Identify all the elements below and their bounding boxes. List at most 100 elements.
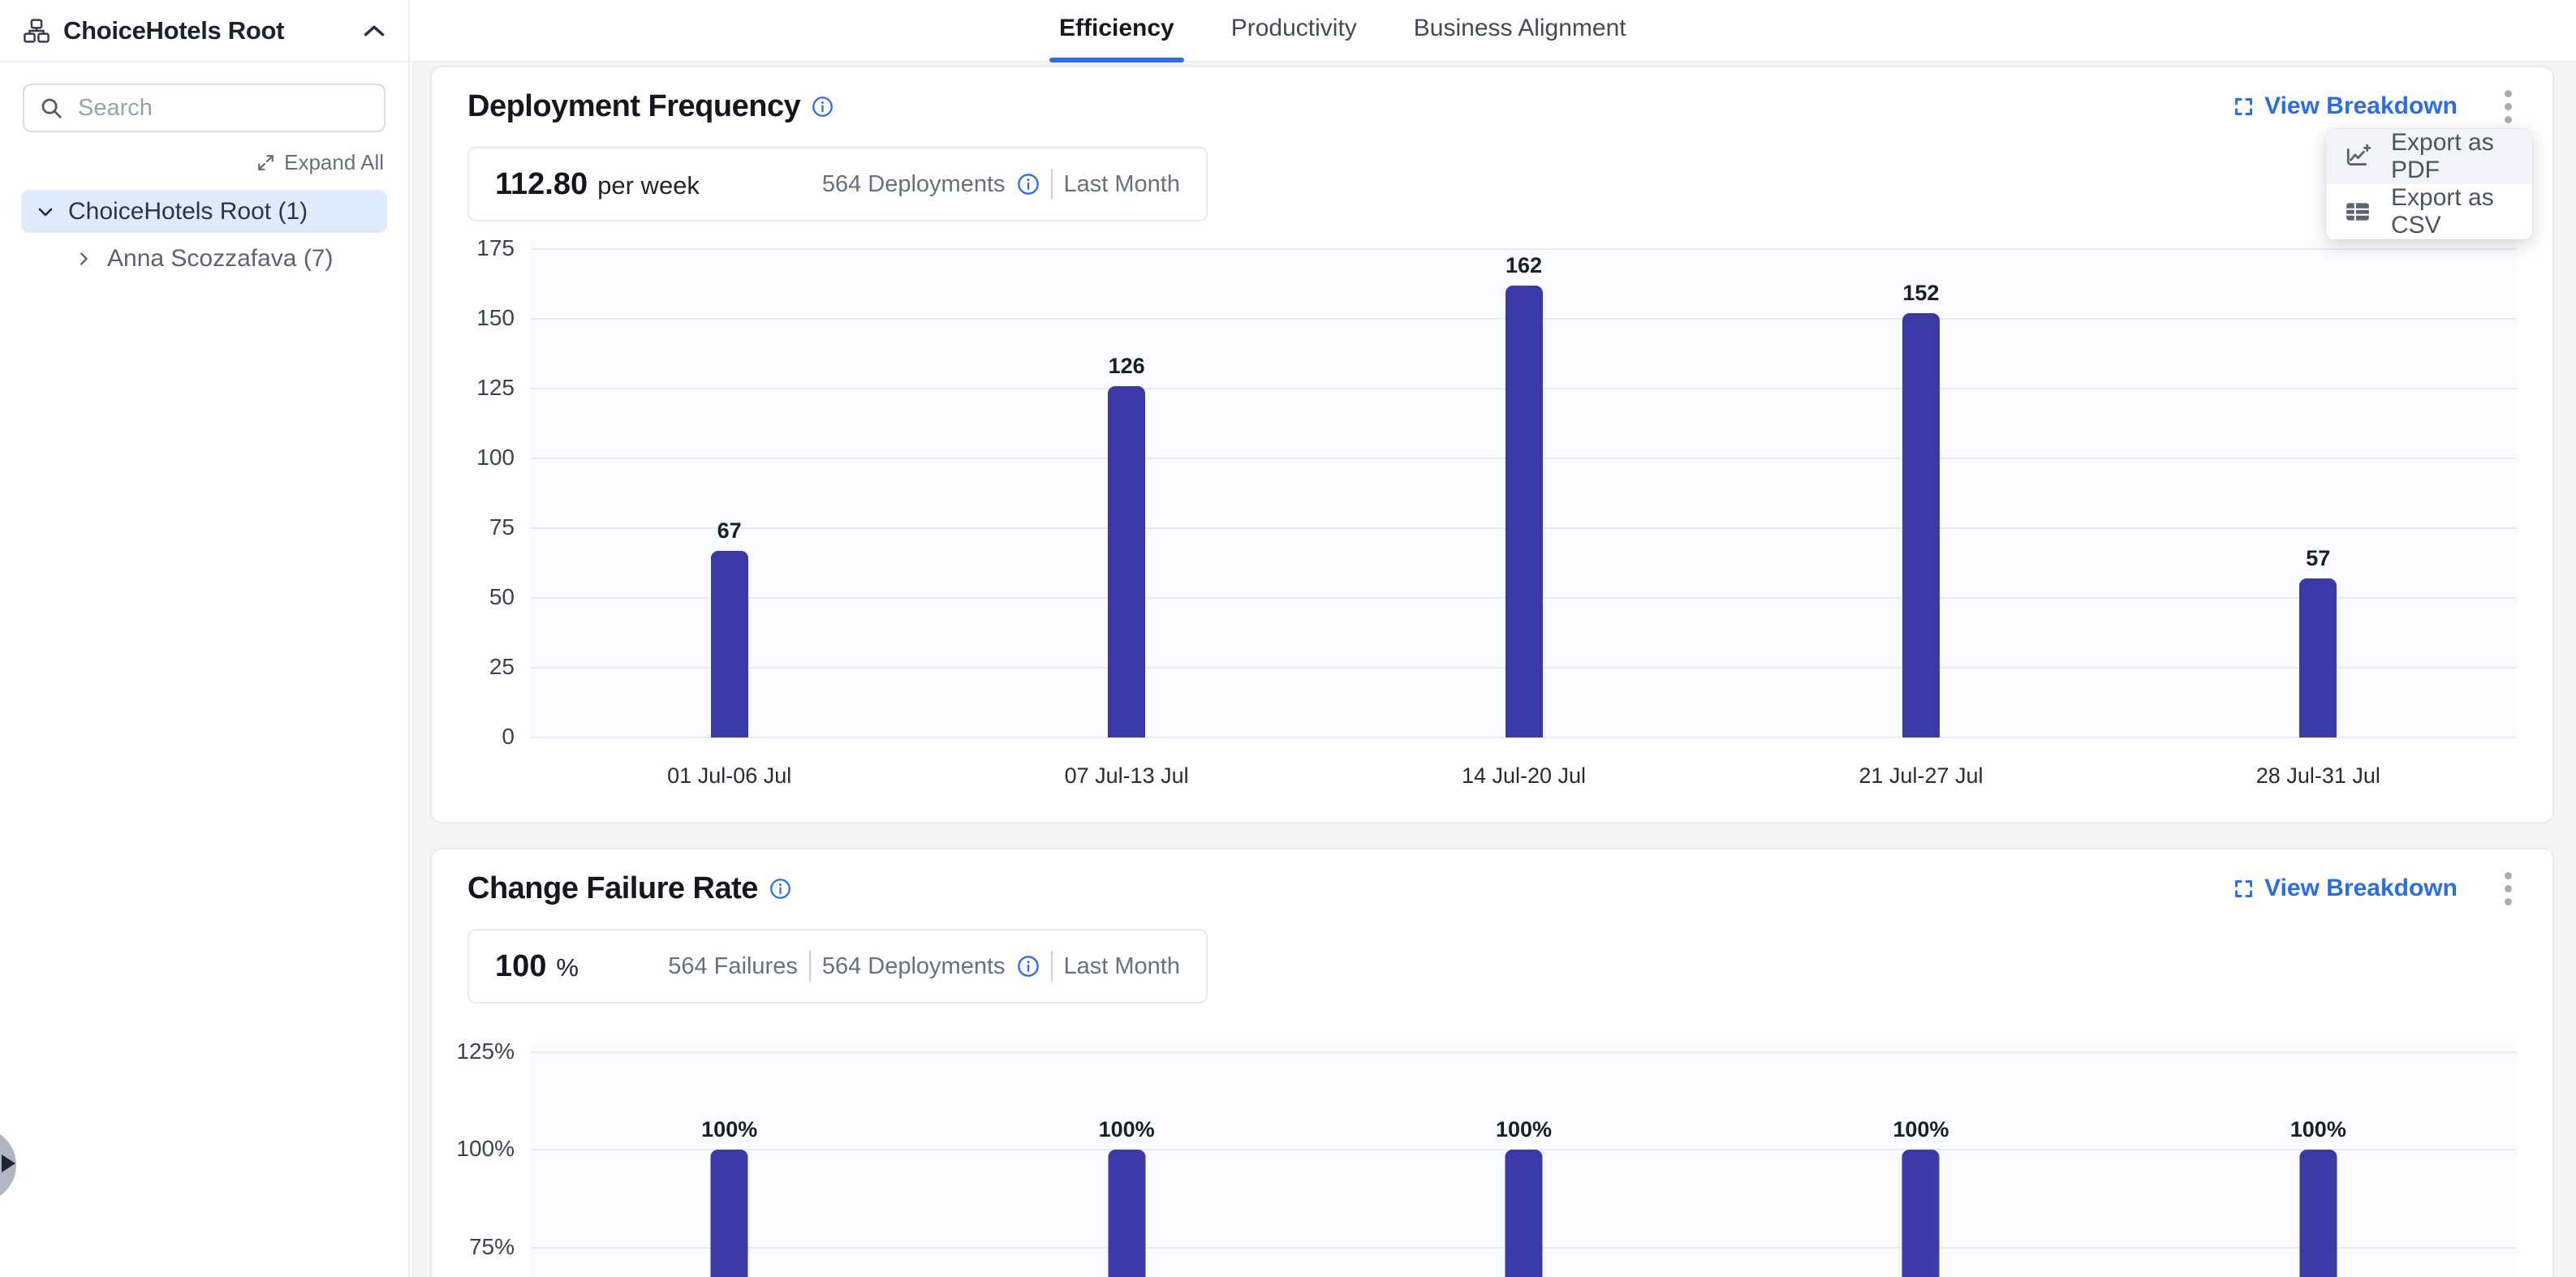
sidebar-header: ChoiceHotels Root <box>0 0 408 62</box>
kebab-menu-button[interactable] <box>2500 85 2517 128</box>
divider <box>808 951 811 982</box>
meta-primary: 564 Deployments <box>821 170 1006 197</box>
bar-value-label: 100% <box>2290 1117 2346 1142</box>
tree-item-label: ChoiceHotels Root (1) <box>68 197 308 225</box>
stat-unit: % <box>556 952 579 982</box>
card-change-failure-rate: Change Failure Rate View Break <box>430 848 2554 1277</box>
expand-all-button[interactable]: Expand All <box>0 150 384 175</box>
gridline <box>531 1051 2517 1053</box>
gridline <box>531 737 2517 738</box>
stat-left: 100 % <box>495 949 579 984</box>
search-input[interactable] <box>76 93 386 123</box>
sidebar-title: ChoiceHotels Root <box>63 15 285 45</box>
view-breakdown-button[interactable]: View Breakdown <box>2233 92 2458 120</box>
meta-period: Last Month <box>1063 952 1180 979</box>
y-tick-label: 125% <box>456 1038 515 1064</box>
bar[interactable] <box>1108 1150 1146 1277</box>
plot-area: 67 126 162 152 57 <box>531 241 2517 738</box>
bar[interactable] <box>1505 1150 1543 1277</box>
y-tick-label: 0 <box>502 724 515 749</box>
org-tree: ChoiceHotels Root (1) Anna Scozzafava (7… <box>0 190 408 282</box>
tree-item-label: Anna Scozzafava (7) <box>107 245 334 272</box>
tab-business-alignment[interactable]: Business Alignment <box>1413 15 1626 41</box>
y-tick-label: 100% <box>456 1136 515 1162</box>
bar-group: 100% <box>1099 1117 1155 1277</box>
gridline <box>531 248 2517 250</box>
view-breakdown-button[interactable]: View Breakdown <box>2233 875 2458 902</box>
bar-group: 126 <box>1108 353 1146 737</box>
bar-value-label: 162 <box>1505 252 1543 277</box>
expand-all-label: Expand All <box>284 150 384 174</box>
card-header: Change Failure Rate View Break <box>467 869 2517 908</box>
view-breakdown-label: View Breakdown <box>2264 92 2458 119</box>
play-right-icon <box>2 1154 15 1172</box>
main-area: Efficiency Productivity Business Alignme… <box>411 0 2576 1277</box>
info-icon[interactable] <box>769 878 791 900</box>
deployment-frequency-chart: 175 150 125 100 75 50 25 0 67 126 162 152 57 01 Jul… <box>467 235 2517 789</box>
tree-item-child[interactable]: Anna Scozzafava (7) <box>0 236 408 282</box>
x-tick-label: 07 Jul-13 Jul <box>1064 763 1189 788</box>
meta-secondary: 564 Deployments <box>821 952 1006 979</box>
bar-value-label: 152 <box>1902 281 1940 306</box>
info-icon[interactable] <box>1017 173 1040 196</box>
sidebar-collapse-button[interactable] <box>363 24 386 38</box>
bar-value-label: 100% <box>1495 1117 1553 1142</box>
bar-group: 100% <box>701 1117 757 1277</box>
x-tick-label: 01 Jul-06 Jul <box>667 763 792 788</box>
stat-meta: 564 Failures 564 Deployments Last Month <box>668 951 1180 982</box>
y-tick-label: 175 <box>476 235 515 260</box>
search-box[interactable] <box>23 84 386 132</box>
bar[interactable] <box>2299 1150 2337 1277</box>
bar-value-label: 126 <box>1108 353 1145 378</box>
bar[interactable] <box>1902 1150 1940 1277</box>
bar[interactable] <box>2299 578 2337 737</box>
bar[interactable] <box>1505 285 1543 737</box>
bar-group: 100% <box>1496 1117 1552 1277</box>
chart-plus-icon <box>2344 143 2371 170</box>
divider <box>1050 169 1053 200</box>
fullscreen-corners-icon <box>2233 878 2255 900</box>
stat-value: 100 <box>495 948 547 983</box>
meta-period: Last Month <box>1063 170 1180 197</box>
x-tick-label: 14 Jul-20 Jul <box>1461 763 1587 788</box>
tab-efficiency[interactable]: Efficiency <box>1049 15 1184 62</box>
card-title: Change Failure Rate <box>467 871 758 905</box>
y-tick-label: 25 <box>489 654 515 679</box>
stat-unit: per week <box>597 170 700 200</box>
bar[interactable] <box>1108 385 1146 737</box>
info-icon[interactable] <box>812 96 834 118</box>
bar[interactable] <box>710 1150 748 1277</box>
chevron-right-icon[interactable] <box>75 250 93 268</box>
kebab-menu-button[interactable] <box>2500 867 2517 910</box>
bar-group: 100% <box>2290 1117 2346 1277</box>
bar-value-label: 67 <box>717 518 742 543</box>
tab-productivity[interactable]: Productivity <box>1230 15 1357 41</box>
chevron-down-icon[interactable] <box>36 202 55 221</box>
divider <box>1050 951 1053 982</box>
tree-item-root[interactable]: ChoiceHotels Root (1) <box>21 190 387 233</box>
y-tick-label: 75% <box>468 1233 515 1259</box>
card-header: Deployment Frequency View Brea <box>467 87 2517 126</box>
bar-value-label: 100% <box>1098 1117 1155 1142</box>
card-title: Deployment Frequency <box>467 88 801 123</box>
chevron-up-icon <box>363 24 386 38</box>
bar[interactable] <box>710 550 748 737</box>
bar-group: 100% <box>1893 1117 1949 1277</box>
change-failure-rate-chart: 125%100%75%50%25%0% 100%100%100%100%100% <box>456 1038 2517 1277</box>
search-icon <box>39 96 63 120</box>
bar-group: 57 <box>2299 546 2337 737</box>
bar-group: 152 <box>1902 281 1940 737</box>
bar-value-label: 100% <box>701 1117 758 1142</box>
bar-value-label: 100% <box>1893 1117 1949 1142</box>
export-menu: Export as PDF Export as CSV <box>2326 129 2532 239</box>
x-axis: 01 Jul-06 Jul 07 Jul-13 Jul 14 Jul-20 Jul 2… <box>531 763 2517 789</box>
x-tick-label: 28 Jul-31 Jul <box>2255 763 2380 788</box>
y-tick-label: 100 <box>476 445 515 470</box>
org-hierarchy-icon <box>23 17 50 45</box>
menu-item-export-pdf[interactable]: Export as PDF <box>2326 129 2532 184</box>
menu-item-export-csv[interactable]: Export as CSV <box>2326 184 2532 239</box>
info-icon[interactable] <box>1017 955 1040 978</box>
expand-diagonal-icon <box>256 153 276 173</box>
bar-group: 67 <box>710 518 748 737</box>
bar[interactable] <box>1902 313 1940 737</box>
